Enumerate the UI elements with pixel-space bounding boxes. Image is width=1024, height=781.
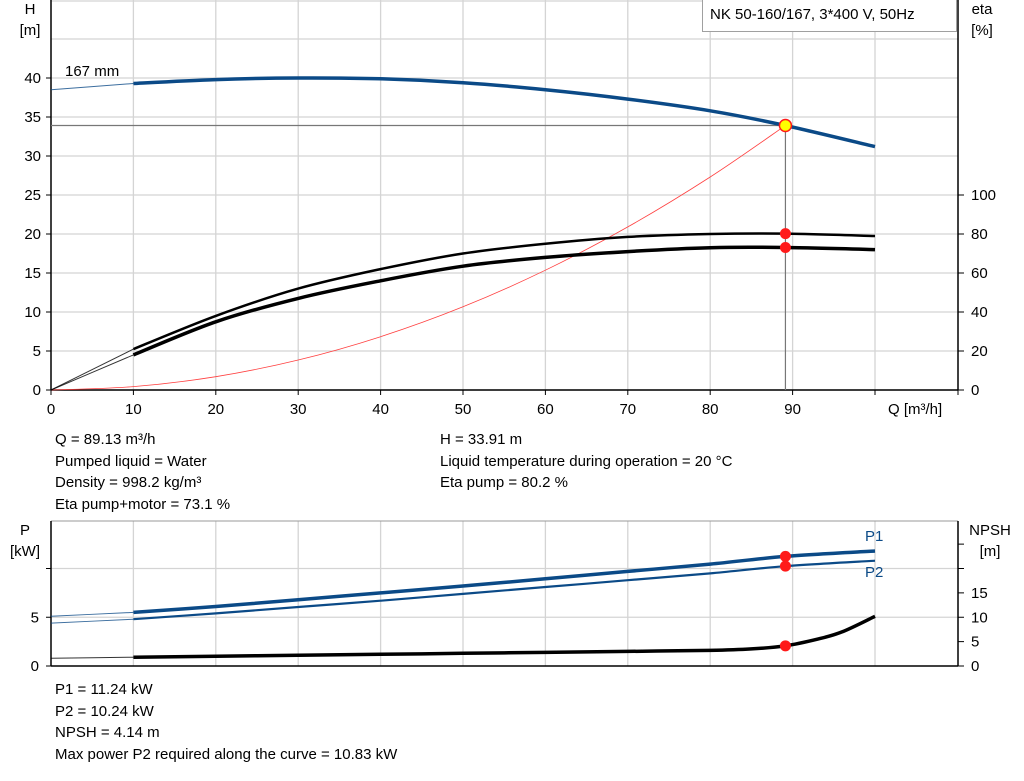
eta-pump-point — [779, 228, 791, 240]
y-tick-label-left: 15 — [24, 265, 41, 282]
y-axis-label-left: H — [25, 1, 36, 18]
y-axis-label-left: P — [20, 522, 30, 539]
curves — [50, 76, 876, 659]
x-tick-label: 70 — [619, 401, 636, 418]
y-axis-label-right: eta — [972, 1, 994, 18]
curve-label-diameter: 167 mm — [65, 63, 119, 80]
x-tick-label: 80 — [702, 401, 719, 418]
info-temperature: Liquid temperature during operation = 20… — [440, 452, 733, 470]
y-axis-label-left-unit: [kW] — [10, 543, 40, 560]
y-tick-label-left: 35 — [24, 109, 41, 126]
y-tick-label-left: 0 — [33, 382, 41, 399]
labels: 0 10 20 30 40 50 60 70 80 90051015202530354002040… — [10, 1, 1011, 675]
info-eta-pump: Eta pump = 80.2 % — [440, 474, 568, 491]
y-axis-label-right: NPSH — [969, 522, 1011, 539]
npsh-curve — [133, 614, 876, 659]
x-tick-label: 60 — [537, 401, 554, 418]
info-p1: P1 = 11.24 kW — [55, 681, 153, 698]
info-liquid: Pumped liquid = Water — [55, 452, 207, 470]
chart-title-legend: NK 50-160/167, 3*400 V, 50Hz — [702, 0, 957, 32]
y-tick-label-left: 10 — [24, 304, 41, 321]
y-axis-label-right-unit: [m] — [980, 543, 1001, 560]
p2-curve-extrapolated — [50, 618, 134, 624]
head-curve-extrapolated — [50, 83, 134, 91]
y-tick-label-right: 80 — [971, 226, 988, 243]
y-tick-label-left: 40 — [24, 70, 41, 87]
eta-pump-motor-curve — [132, 245, 876, 357]
x-tick-label: 90 — [784, 401, 801, 418]
y-tick-label-right: 15 — [971, 585, 988, 602]
x-tick-label: 0 — [47, 401, 55, 418]
x-tick-label: 20 — [207, 401, 224, 418]
p1-point — [779, 550, 791, 562]
x-tick-label: 50 — [455, 401, 472, 418]
x-tick-label: 10 — [125, 401, 142, 418]
info-p2: P2 = 10.24 kW — [55, 702, 154, 720]
system-curve — [50, 125, 786, 391]
y-tick-label-left: 5 — [31, 609, 39, 626]
bottom-chart-grid — [46, 520, 964, 667]
y-tick-label-left: 20 — [24, 226, 41, 243]
info-eta-pump-motor: Eta pump+motor = 73.1 % — [55, 495, 231, 513]
y-axis-label-right-unit: [%] — [971, 22, 993, 39]
npsh-curve-extrapolated — [50, 656, 134, 659]
duty-point — [778, 118, 793, 133]
p2-point — [779, 560, 791, 572]
p1-curve — [133, 549, 876, 615]
y-tick-label-right: 60 — [971, 265, 988, 282]
eta-pump-curve-extrapolated — [50, 348, 134, 391]
x-tick-label: 40 — [372, 401, 389, 418]
p1-series-label: P1 — [865, 528, 883, 545]
npsh-point — [779, 640, 791, 652]
info-density: Density = 998.2 kg/m³ — [55, 474, 202, 491]
y-tick-label-right: 100 — [971, 187, 996, 204]
info-h: H = 33.91 m — [440, 431, 523, 448]
info-top-right: H = 33.91 m Liquid temperature during op… — [440, 429, 732, 494]
y-tick-label-right: 40 — [971, 304, 988, 321]
y-tick-label-left: 0 — [31, 658, 39, 675]
eta-pump-curve — [132, 232, 876, 351]
y-tick-label-left: 30 — [24, 148, 41, 165]
y-tick-label-left: 25 — [24, 187, 41, 204]
info-top-left: Q = 89.13 m³/h Pumped liquid = Water Den… — [55, 429, 230, 515]
info-q: Q = 89.13 m³/h — [55, 431, 156, 448]
y-tick-label-left: 5 — [33, 343, 41, 360]
info-bottom: P1 = 11.24 kW P2 = 10.24 kW NPSH = 4.14 … — [55, 679, 397, 765]
y-axis-label-left-unit: [m] — [20, 22, 41, 39]
y-tick-label-right: 0 — [971, 658, 979, 675]
p2-series-label: P2 — [865, 564, 883, 581]
x-tick-label: 30 — [290, 401, 307, 418]
y-tick-label-right: 5 — [971, 634, 979, 651]
y-tick-label-right: 0 — [971, 382, 979, 399]
y-tick-label-right: 20 — [971, 343, 988, 360]
eta-pump-motor-curve-extrapolated — [50, 354, 134, 391]
info-max-power: Max power P2 required along the curve = … — [55, 745, 398, 763]
p2-curve — [133, 559, 876, 621]
eta-pump-motor-point — [779, 241, 791, 253]
x-axis-label: Q [m³/h] — [888, 401, 942, 418]
head-curve — [133, 76, 876, 149]
p1-curve-extrapolated — [50, 611, 134, 617]
top-chart-grid — [46, 0, 964, 395]
info-npsh: NPSH = 4.14 m — [55, 724, 160, 741]
y-tick-label-right: 10 — [971, 609, 988, 626]
